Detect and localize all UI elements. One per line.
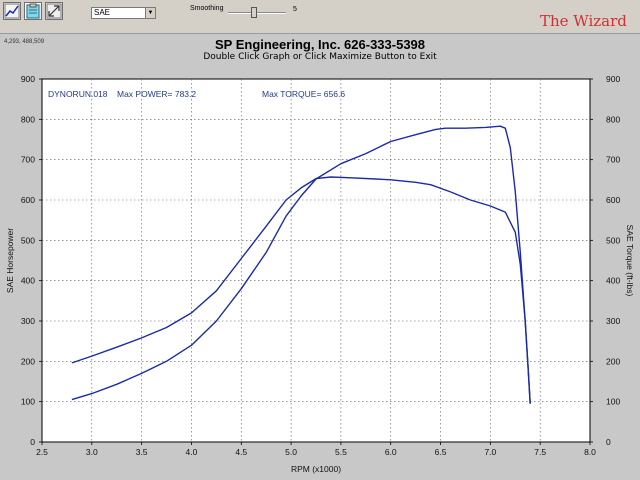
y-axis-label: SAE Horsepower <box>5 228 15 293</box>
x-tick-label: 5.5 <box>335 447 347 457</box>
y2-tick-label: 200 <box>606 356 620 366</box>
y-tick-label: 100 <box>21 397 35 407</box>
y-tick-label: 200 <box>21 356 35 366</box>
x-tick-label: 4.0 <box>186 447 198 457</box>
slider-track <box>228 12 286 14</box>
x-tick-label: 3.0 <box>86 447 98 457</box>
clipboard-icon[interactable] <box>24 2 42 20</box>
correction-select-value: SAE <box>94 8 111 17</box>
plot-area <box>41 78 591 443</box>
sae-horsepower-line <box>71 125 531 404</box>
y2-axis-label: SAE Torque (ft-lbs) <box>625 225 635 297</box>
dynorun-label: DYNORUN.018 <box>48 89 108 99</box>
page-title: SP Engineering, Inc. 626-333-5398 <box>214 37 426 52</box>
y-tick-label: 500 <box>21 235 35 245</box>
y2-tick-label: 500 <box>606 235 620 245</box>
x-tick-label: 6.5 <box>435 447 447 457</box>
x-tick-label: 6.0 <box>385 447 397 457</box>
y-tick-label: 600 <box>21 195 35 205</box>
y2-tick-label: 300 <box>606 316 620 326</box>
cursor-coordinates: 4,293, 488,509 <box>4 39 45 45</box>
slider-thumb[interactable] <box>251 7 257 18</box>
y-tick-label: 300 <box>21 316 35 326</box>
x-tick-label: 7.5 <box>534 447 546 457</box>
page-subtitle: Double Click Graph or Click Maximize But… <box>203 52 437 62</box>
y2-tick-label: 900 <box>606 74 620 84</box>
y2-tick-label: 600 <box>606 195 620 205</box>
smoothing-slider[interactable] <box>228 7 286 19</box>
y2-tick-label: 0 <box>606 437 611 447</box>
y-tick-label: 800 <box>21 114 35 124</box>
x-tick-label: 5.0 <box>285 447 297 457</box>
graph-icon[interactable] <box>3 2 21 20</box>
y2-tick-label: 100 <box>606 397 620 407</box>
y2-tick-label: 700 <box>606 155 620 165</box>
x-axis-label: RPM (x1000) <box>291 464 341 474</box>
y-tick-label: 700 <box>21 155 35 165</box>
toolbar: SAE ▼ Smoothing 5 The Wizard <box>0 0 640 34</box>
y-tick-label: 900 <box>21 74 35 84</box>
x-tick-label: 8.0 <box>584 447 596 457</box>
x-tick-label: 2.5 <box>36 447 48 457</box>
max-torque-label: Max TORQUE= 656.6 <box>262 89 345 99</box>
y-tick-label: 400 <box>21 276 35 286</box>
chevron-down-icon[interactable]: ▼ <box>145 8 155 18</box>
max-power-label: Max POWER= 783.2 <box>117 89 196 99</box>
x-tick-label: 7.0 <box>484 447 496 457</box>
x-tick-label: 4.5 <box>235 447 247 457</box>
sae-torque-line <box>71 176 531 404</box>
y2-tick-label: 400 <box>606 276 620 286</box>
smoothing-value: 5 <box>293 6 297 13</box>
brand-logo: The Wizard <box>540 12 627 30</box>
y2-tick-label: 800 <box>606 114 620 124</box>
correction-select[interactable]: SAE ▼ <box>91 7 156 19</box>
y-tick-label: 0 <box>30 437 35 447</box>
x-tick-label: 3.5 <box>136 447 148 457</box>
smoothing-label: Smoothing <box>190 5 224 12</box>
maximize-icon[interactable] <box>45 2 63 20</box>
